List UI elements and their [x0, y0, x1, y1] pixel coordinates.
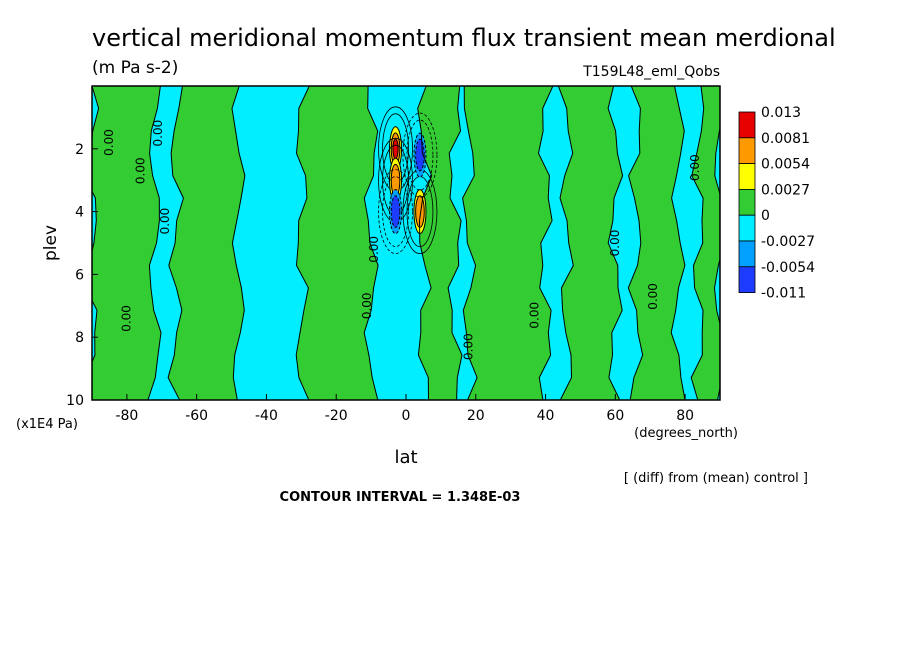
y-axis-units: (x1E4 Pa) [16, 417, 78, 432]
contour-label: 0.00 [158, 208, 172, 235]
zero-contour [417, 86, 433, 400]
contour-line [378, 169, 413, 255]
zero-contour [147, 86, 162, 400]
x-tick-label: 40 [537, 408, 555, 424]
y-tick-label: 10 [66, 393, 84, 409]
legend-label: -0.0054 [761, 260, 815, 276]
positive-region [168, 86, 245, 400]
zero-contour [231, 86, 246, 400]
contour-line [402, 112, 438, 198]
zero-contour [713, 127, 720, 400]
zero-contour [690, 86, 705, 400]
positive-region [417, 86, 462, 400]
legend: 0.013 0.0081 0.0054 0.0027 0 -0.0027 -0.0054 -0… [738, 105, 815, 302]
zero-contour [167, 86, 184, 400]
positive-region [628, 86, 685, 400]
contour-label: 0.00 [646, 283, 660, 310]
plot-area: 0.00 0.00 0.00 0.00 0.00 0.00 0.00 0.00 0.00 0.00… [92, 86, 720, 400]
contour-label: 0.00 [102, 129, 116, 156]
legend-label: 0.013 [761, 105, 801, 121]
zero-contour [462, 86, 478, 400]
x-tick-label: 60 [606, 408, 624, 424]
x-tick-label: -20 [325, 408, 348, 424]
positive-region [558, 86, 623, 400]
contour-label: 0.00 [461, 333, 475, 360]
zero-contour [295, 86, 310, 400]
positive-extremum [392, 138, 399, 160]
x-tick-label: 80 [676, 408, 694, 424]
contour-label: 0.00 [151, 120, 165, 147]
legend-label: -0.0027 [761, 234, 815, 250]
contour-labels: 0.00 0.00 0.00 0.00 0.00 0.00 0.00 0.00 0.00 0.00… [102, 120, 702, 360]
contour-label: 0.00 [688, 154, 702, 181]
zero-contour [557, 86, 574, 400]
diff-note: [ (diff) from (mean) control ] [624, 471, 808, 486]
legend-swatch [738, 188, 756, 216]
legend-label: 0 [761, 208, 770, 224]
legend-swatch [738, 163, 756, 190]
legend-swatch [738, 111, 756, 139]
contour-label: 0.00 [608, 230, 622, 257]
contour-line [406, 119, 434, 191]
contour-label: 0.00 [367, 236, 381, 263]
legend-swatch [738, 214, 756, 242]
y-tick-label: 8 [75, 330, 84, 346]
positive-region [462, 86, 553, 400]
zero-contour [447, 86, 463, 400]
legend-swatch [738, 240, 756, 268]
chart-units: (m Pa s-2) [92, 58, 178, 78]
legend-label: 0.0081 [761, 131, 810, 147]
x-tick-label: -60 [185, 408, 208, 424]
legend-label: 0.0027 [761, 182, 810, 198]
zero-contour [537, 86, 554, 400]
legend-swatch [738, 266, 756, 293]
x-axis-units: (degrees_north) [634, 426, 738, 441]
x-tick-label: -40 [255, 408, 278, 424]
x-tick-label: 0 [402, 408, 411, 424]
dataset-label: T159L48_eml_Qobs [582, 64, 720, 80]
zero-contour [607, 86, 624, 400]
legend-label: 0.0054 [761, 157, 810, 173]
chart-title: vertical meridional momentum flux transi… [92, 24, 836, 52]
positive-region [92, 86, 161, 400]
zero-contour [670, 86, 686, 400]
legend-label: -0.011 [761, 286, 806, 302]
x-tick-label: -80 [115, 408, 138, 424]
x-axis-label: lat [394, 447, 417, 468]
y-tick-label: 6 [75, 267, 84, 283]
contour-label: 0.00 [528, 302, 542, 329]
x-tick-label: 20 [467, 408, 485, 424]
zero-contour [627, 86, 644, 400]
y-tick-label: 4 [75, 205, 84, 221]
positive-region [296, 86, 379, 400]
contour-interval: CONTOUR INTERVAL = 1.348E-03 [280, 490, 521, 505]
contour-line [382, 176, 409, 248]
contour-label: 0.00 [133, 157, 147, 184]
positive-region [691, 86, 720, 400]
contour-label: 0.00 [360, 292, 374, 319]
y-tick-label: 2 [75, 142, 84, 158]
negative-extremum [390, 195, 401, 228]
zero-contour [363, 86, 379, 400]
contour-label: 0.00 [119, 305, 133, 332]
y-axis-label: plev [41, 225, 61, 261]
legend-swatch [738, 137, 756, 165]
